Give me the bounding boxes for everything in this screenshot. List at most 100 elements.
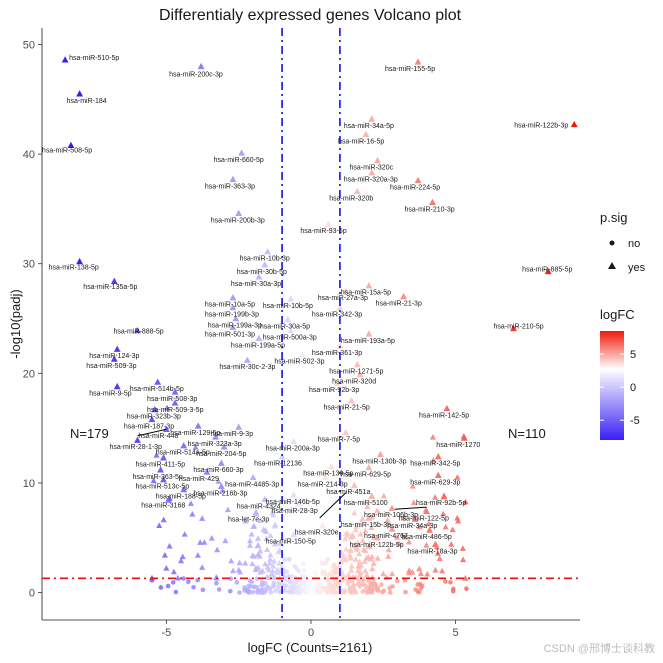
data-point bbox=[307, 580, 312, 585]
data-point bbox=[267, 551, 274, 558]
data-point bbox=[258, 587, 264, 593]
data-point bbox=[439, 567, 446, 574]
data-point bbox=[416, 523, 423, 530]
data-point bbox=[364, 503, 371, 509]
data-point-hsa-miR-502-3p bbox=[298, 351, 306, 358]
shape-legend-title: p.sig bbox=[600, 210, 627, 225]
data-point bbox=[366, 578, 371, 584]
data-point-hsa-miR-4767 bbox=[388, 525, 396, 532]
data-point bbox=[199, 515, 206, 521]
data-point bbox=[339, 589, 345, 595]
data-point bbox=[296, 590, 302, 595]
data-point bbox=[417, 589, 422, 595]
data-point bbox=[370, 580, 375, 585]
data-point-hsa-miR-135a-5p bbox=[110, 277, 118, 284]
data-point bbox=[359, 515, 366, 522]
x-axis-title: logFC (Counts=2161) bbox=[248, 640, 373, 655]
gene-label: hsa-miR-3168 bbox=[141, 502, 185, 509]
data-point bbox=[297, 582, 302, 587]
data-point bbox=[337, 565, 342, 570]
data-point bbox=[343, 532, 350, 539]
data-point bbox=[389, 570, 396, 577]
data-point-hsa-miR-18a-3p bbox=[431, 540, 439, 548]
data-point bbox=[374, 555, 381, 561]
data-point bbox=[454, 514, 461, 521]
gene-label: hsa-miR-514a-5p bbox=[156, 450, 210, 457]
data-point bbox=[201, 539, 208, 545]
color-bar-ticks: 5 0 -5 bbox=[600, 349, 640, 427]
data-point bbox=[237, 590, 242, 595]
data-point bbox=[313, 571, 319, 577]
gene-label: hsa-miR-155-5p bbox=[385, 66, 435, 73]
data-point bbox=[284, 569, 290, 575]
data-point-hsa-miR-210-3p bbox=[429, 198, 436, 206]
data-point bbox=[224, 506, 231, 513]
gene-label: hsa-miR-199a-3p bbox=[208, 323, 262, 330]
data-point bbox=[274, 566, 281, 573]
data-point bbox=[300, 561, 306, 566]
data-point-hsa-miR-184 bbox=[76, 90, 84, 97]
data-point bbox=[370, 560, 377, 566]
gene-label: hsa-miR-1270 bbox=[436, 442, 480, 449]
data-point bbox=[158, 585, 164, 590]
data-point bbox=[263, 535, 270, 542]
data-point bbox=[342, 556, 349, 563]
color-bar bbox=[600, 331, 624, 440]
data-point bbox=[259, 580, 265, 585]
data-point bbox=[345, 581, 350, 587]
data-point-hsa-miR-9-5p bbox=[113, 382, 121, 390]
data-point-hsa-miR-363-3p bbox=[229, 175, 237, 182]
legend-yes-label: yes bbox=[628, 262, 646, 274]
data-point bbox=[350, 533, 357, 539]
gene-label: hsa-let-7e-3p bbox=[228, 517, 269, 524]
data-point-hsa-miR-30b-5p bbox=[261, 261, 269, 268]
data-point-hsa-miR-27a-3p bbox=[342, 287, 350, 294]
data-point bbox=[329, 583, 335, 589]
gene-label: hsa-miR-188-5p bbox=[156, 494, 206, 501]
data-point-hsa-miR-342-3p bbox=[336, 303, 344, 311]
data-point bbox=[462, 498, 469, 505]
data-point-hsa-miR-199b-3p bbox=[229, 303, 237, 311]
gene-label: hsa-miR-411-5p bbox=[135, 462, 185, 469]
data-point-hsa-miR-34a-3p bbox=[411, 515, 419, 522]
gene-label: hsa-miR-885-5p bbox=[522, 266, 572, 273]
data-point-hsa-miR-448 bbox=[162, 425, 170, 432]
data-point bbox=[320, 571, 325, 577]
gene-label: hsa-miR-660-5p bbox=[214, 157, 264, 164]
data-point-hsa-miR-193a-5p bbox=[365, 330, 373, 337]
gene-label: hsa-miR-30a-5p bbox=[260, 324, 310, 331]
gene-label: hsa-miR-9-3p bbox=[211, 431, 254, 438]
data-point bbox=[248, 531, 255, 537]
data-point bbox=[150, 477, 157, 484]
data-point bbox=[343, 545, 350, 552]
data-point-hsa-miR-21-3p bbox=[400, 292, 407, 300]
gene-label: hsa-miR-129-5p bbox=[170, 430, 220, 437]
gene-labels: hsa-miR-510-5p hsa-miR-184 hsa-miR-508-5p h… bbox=[42, 55, 573, 556]
data-point bbox=[339, 571, 347, 578]
data-point-hsa-miR-124-3p bbox=[113, 345, 121, 352]
data-point bbox=[286, 578, 291, 584]
data-point-hsa-miR-146b-5p bbox=[290, 491, 298, 498]
data-point bbox=[270, 511, 277, 518]
data-point-hsa-miR-514b-5p bbox=[154, 378, 162, 385]
data-point-hsa-miR-155-5p bbox=[414, 58, 422, 65]
gene-label: hsa-miR-122b-5p bbox=[350, 542, 404, 549]
gene-label: hsa-miR-508-5p bbox=[42, 147, 92, 154]
data-point bbox=[192, 444, 199, 450]
data-point bbox=[266, 560, 273, 566]
data-point bbox=[379, 582, 384, 587]
data-point bbox=[264, 546, 271, 553]
data-point bbox=[222, 537, 229, 544]
data-point bbox=[347, 585, 353, 591]
data-point bbox=[283, 575, 288, 580]
gene-label: hsa-miR-514b-5p bbox=[130, 386, 184, 393]
down-count-label: N=179 bbox=[70, 426, 109, 441]
data-point-hsa-miR-885-5p bbox=[544, 267, 552, 275]
gene-label: hsa-miR-4485-3p bbox=[225, 481, 279, 488]
gene-label: hsa-miR-200b-3p bbox=[211, 217, 265, 224]
data-point bbox=[208, 534, 215, 541]
data-point bbox=[449, 526, 456, 533]
data-point bbox=[271, 522, 279, 529]
data-point bbox=[257, 517, 264, 523]
data-point bbox=[292, 563, 298, 569]
